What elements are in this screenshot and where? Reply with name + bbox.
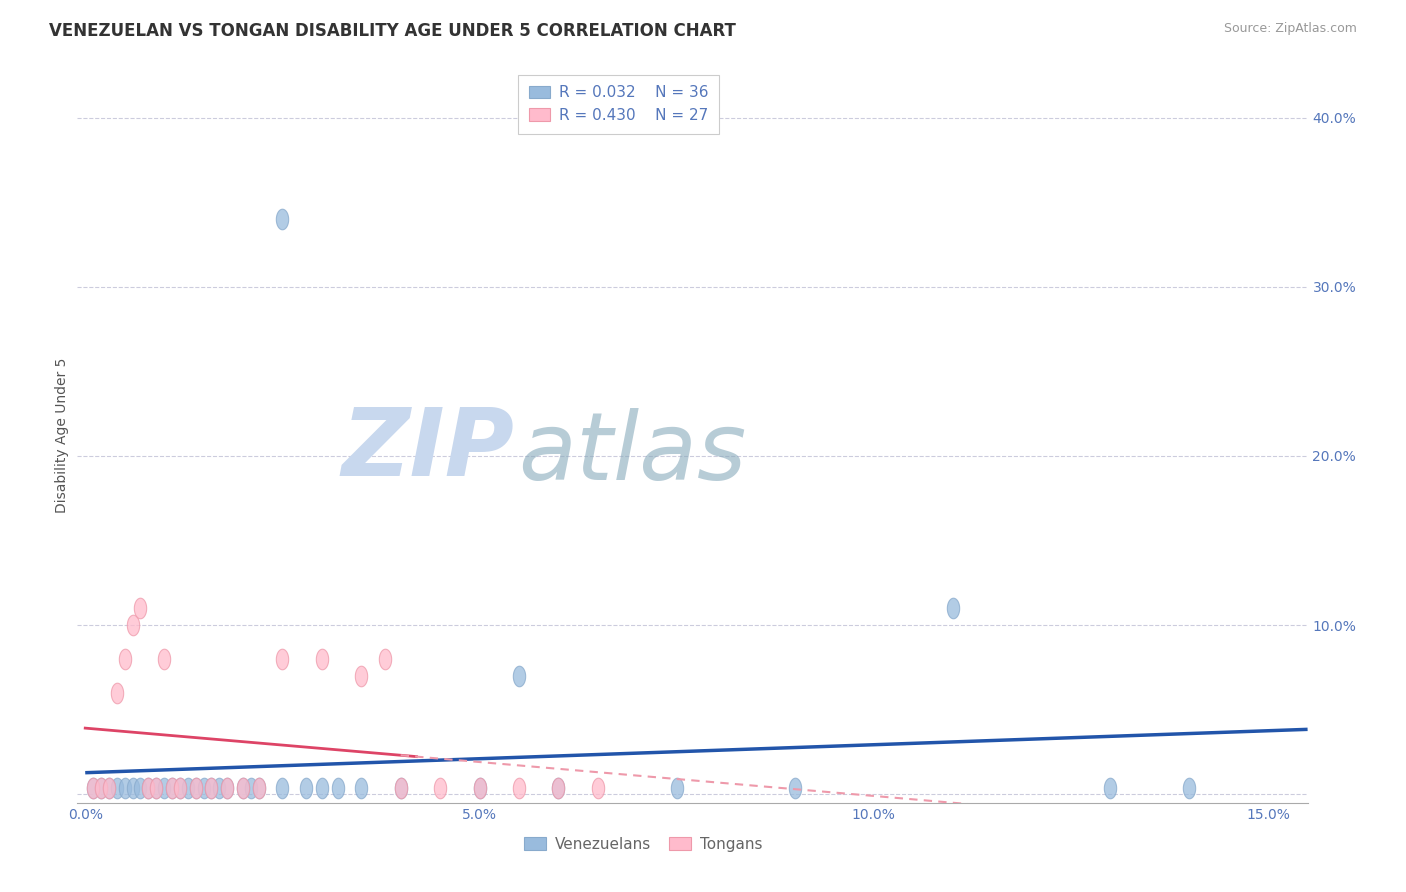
Point [121,618,143,632]
Point [468,780,491,795]
Point [468,780,491,795]
Point [1099,780,1122,795]
Point [232,780,254,795]
Point [153,780,176,795]
Point [82,780,104,795]
Point [389,780,412,795]
Point [208,780,231,795]
Legend: Venezuelans, Tongans: Venezuelans, Tongans [517,830,769,858]
Point [105,686,128,700]
Point [121,780,143,795]
Point [177,780,200,795]
Point [97,780,120,795]
Point [184,780,207,795]
Point [184,780,207,795]
Point [247,780,270,795]
Point [90,780,112,795]
Point [508,780,530,795]
Text: ZIP: ZIP [342,403,515,496]
Point [114,780,136,795]
Point [217,780,239,795]
Point [311,652,333,666]
Point [136,780,159,795]
Point [90,780,112,795]
Point [160,780,183,795]
Text: VENEZUELAN VS TONGAN DISABILITY AGE UNDER 5 CORRELATION CHART: VENEZUELAN VS TONGAN DISABILITY AGE UNDE… [49,22,737,40]
Point [129,780,152,795]
Text: atlas: atlas [517,408,747,499]
Point [114,652,136,666]
Point [200,780,222,795]
Point [508,669,530,683]
Point [105,780,128,795]
Point [271,780,294,795]
Point [97,780,120,795]
Point [783,780,806,795]
Point [389,780,412,795]
Text: Source: ZipAtlas.com: Source: ZipAtlas.com [1223,22,1357,36]
Point [169,780,191,795]
Point [145,780,167,795]
Point [271,212,294,227]
Point [374,652,396,666]
Point [136,780,159,795]
Point [169,780,191,795]
Y-axis label: Disability Age Under 5: Disability Age Under 5 [55,357,69,513]
Point [350,780,373,795]
Point [217,780,239,795]
Point [153,652,176,666]
Point [942,601,965,615]
Point [665,780,688,795]
Point [586,780,609,795]
Point [145,780,167,795]
Point [547,780,569,795]
Point [129,601,152,615]
Point [1178,780,1201,795]
Point [232,780,254,795]
Point [350,669,373,683]
Point [311,780,333,795]
Point [160,780,183,795]
Point [429,780,451,795]
Point [271,652,294,666]
Point [82,780,104,795]
Point [326,780,349,795]
Point [547,780,569,795]
Point [239,780,262,795]
Point [247,780,270,795]
Point [193,780,215,795]
Point [200,780,222,795]
Point [295,780,318,795]
